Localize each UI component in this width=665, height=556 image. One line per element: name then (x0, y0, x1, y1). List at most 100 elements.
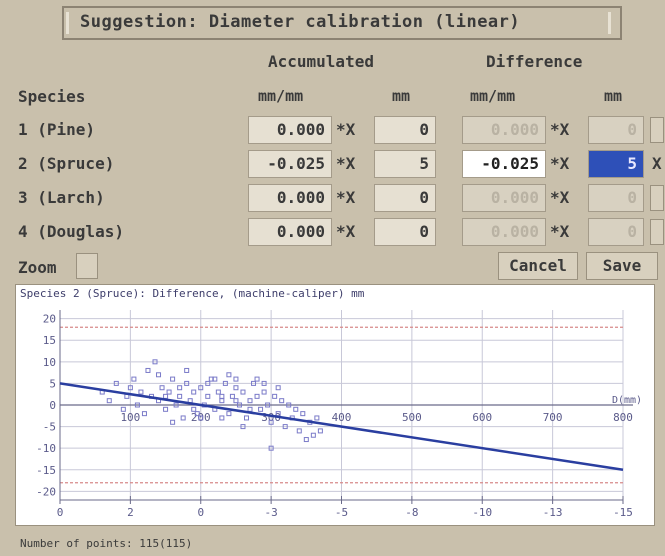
data-point (268, 445, 274, 451)
data-point (177, 385, 183, 391)
zoom-checkbox[interactable] (76, 253, 98, 279)
data-point (233, 398, 239, 404)
y-tick-label: 20 (43, 313, 56, 326)
mul-symbol: *X (336, 222, 356, 241)
mul-symbol: *X (336, 154, 356, 173)
unit-acc-ratio: mm/mm (258, 87, 304, 105)
data-point (198, 385, 204, 391)
data-point (198, 415, 204, 421)
diff-mm-field-1[interactable]: 0 (588, 116, 644, 144)
points-count: Number of points: 115(115) (20, 537, 193, 550)
data-point (272, 393, 278, 399)
y-tick-label: -15 (36, 464, 56, 477)
data-point (282, 424, 288, 430)
data-point (184, 380, 190, 386)
diff-ratio-field-2[interactable]: -0.025 (462, 150, 546, 178)
data-point (293, 406, 299, 412)
data-point (314, 415, 320, 421)
data-point (163, 393, 169, 399)
data-point (254, 393, 260, 399)
data-point (233, 376, 239, 382)
acc-mm-field-4[interactable]: 0 (374, 218, 436, 246)
species-label-4: 4 (Douglas) (18, 222, 124, 241)
bottom-tick-label: -10 (472, 506, 492, 519)
row-side-button-1[interactable] (650, 117, 664, 143)
data-point (134, 402, 140, 408)
header-difference: Difference (486, 52, 583, 71)
data-point (286, 402, 292, 408)
data-point (184, 367, 190, 373)
species-label-2: 2 (Spruce) (18, 154, 115, 173)
acc-ratio-field-4[interactable]: 0.000 (248, 218, 332, 246)
save-button[interactable]: Save (586, 252, 658, 280)
data-point (113, 380, 119, 386)
data-point (261, 380, 267, 386)
cancel-button[interactable]: Cancel (498, 252, 578, 280)
x-tick-label: 700 (543, 411, 563, 424)
acc-mm-field-1[interactable]: 0 (374, 116, 436, 144)
data-point (240, 424, 246, 430)
data-point (180, 415, 186, 421)
unit-diff-ratio: mm/mm (470, 87, 516, 105)
mul-symbol: *X (336, 120, 356, 139)
species-label-1: 1 (Pine) (18, 120, 96, 139)
dialog-title-bar (62, 6, 622, 40)
data-point (215, 389, 221, 395)
dialog-title: Suggestion: Diameter calibration (linear… (80, 12, 521, 32)
diff-mm-field-4[interactable]: 0 (588, 218, 644, 246)
x-tick-label: 800 (613, 411, 633, 424)
y-tick-label: 0 (49, 399, 56, 412)
bottom-tick-label: -13 (543, 506, 563, 519)
mul-symbol: *X (550, 222, 570, 241)
data-point (254, 376, 260, 382)
diff-ratio-field-1[interactable]: 0.000 (462, 116, 546, 144)
row-side-button-3[interactable] (650, 185, 664, 211)
header-species: Species (18, 87, 86, 106)
data-point (226, 372, 232, 378)
data-point (233, 385, 239, 391)
data-point (219, 398, 225, 404)
data-point (247, 398, 253, 404)
data-point (191, 389, 197, 395)
data-point (275, 385, 281, 391)
title-left-mark (66, 12, 69, 34)
acc-mm-field-2[interactable]: 5 (374, 150, 436, 178)
data-point (205, 393, 211, 399)
bottom-tick-label: 0 (57, 506, 64, 519)
y-tick-label: -5 (43, 421, 56, 434)
x-tick-label: 500 (402, 411, 422, 424)
data-point (303, 437, 309, 443)
diff-mm-field-2[interactable]: 5 (588, 150, 644, 178)
row-side-button-4[interactable] (650, 219, 664, 245)
diff-ratio-field-4[interactable]: 0.000 (462, 218, 546, 246)
data-point (145, 367, 151, 373)
y-tick-label: 5 (49, 377, 56, 390)
data-point (222, 380, 228, 386)
data-point (191, 406, 197, 412)
data-point (170, 376, 176, 382)
fit-line (59, 382, 624, 472)
data-point (156, 372, 162, 378)
row-side-button-2[interactable]: X (652, 154, 662, 173)
acc-ratio-field-3[interactable]: 0.000 (248, 184, 332, 212)
acc-ratio-field-1[interactable]: 0.000 (248, 116, 332, 144)
diff-mm-field-3[interactable]: 0 (588, 184, 644, 212)
data-point (229, 393, 235, 399)
plot-title: Species 2 (Spruce): Difference, (machine… (20, 287, 365, 300)
mul-symbol: *X (550, 154, 570, 173)
data-point (261, 389, 267, 395)
zoom-label: Zoom (18, 258, 57, 277)
acc-ratio-field-2[interactable]: -0.025 (248, 150, 332, 178)
x-tick-label: 400 (332, 411, 352, 424)
diff-ratio-field-3[interactable]: 0.000 (462, 184, 546, 212)
data-point (131, 376, 137, 382)
data-point (120, 406, 126, 412)
data-point (163, 406, 169, 412)
x-tick-label: 600 (472, 411, 492, 424)
data-point (106, 398, 112, 404)
acc-mm-field-3[interactable]: 0 (374, 184, 436, 212)
mul-symbol: *X (550, 188, 570, 207)
data-point (268, 419, 274, 425)
mul-symbol: *X (336, 188, 356, 207)
